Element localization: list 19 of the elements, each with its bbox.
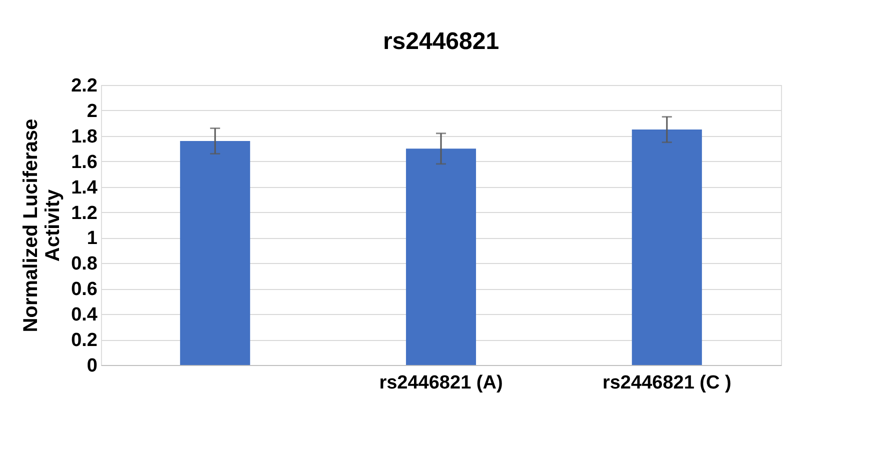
bar <box>180 141 250 365</box>
y-tick-label: 2 <box>86 100 98 122</box>
x-tick-label: rs2446821 (A) <box>379 372 503 394</box>
y-tick-label: 1.8 <box>71 126 98 148</box>
y-tick-label: 1 <box>86 228 98 250</box>
bar <box>632 130 702 365</box>
x-tick-label: rs2446821 (C ) <box>602 372 732 394</box>
bar <box>406 148 476 365</box>
y-tick-label: 1.6 <box>71 152 98 173</box>
chart-title: rs2446821 <box>382 28 500 55</box>
y-tick-label: 1.2 <box>71 202 98 224</box>
y-tick-label: 0.8 <box>71 254 98 275</box>
y-tick-label: 0.2 <box>71 330 98 352</box>
y-tick-label: 0 <box>86 356 98 376</box>
y-tick-label: 0.6 <box>71 279 98 300</box>
y-tick-label: 2.2 <box>71 76 98 96</box>
y-tick-label: 0.4 <box>71 304 98 326</box>
y-tick-label: 1.4 <box>71 177 98 198</box>
y-axis-title: Normalized Luciferase Activity <box>20 118 64 332</box>
